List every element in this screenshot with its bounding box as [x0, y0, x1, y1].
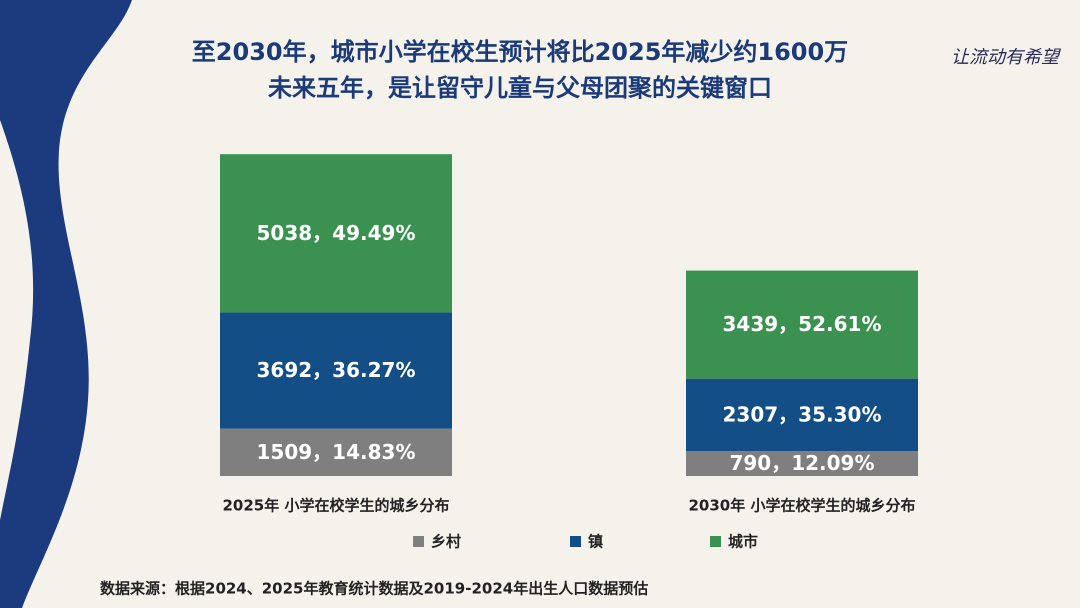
legend-swatch	[413, 536, 424, 547]
logo: 让流动有希望	[951, 47, 1062, 68]
decor-swoosh	[0, 0, 132, 608]
decor-swoosh-inner	[0, 120, 34, 520]
chart-title: 至2030年，城市小学在校生预计将比2025年减少约1600万	[192, 38, 848, 66]
bar-segment	[220, 312, 452, 429]
legend-label: 乡村	[431, 533, 461, 551]
bar-segment	[686, 451, 918, 476]
bar-segment	[220, 428, 452, 476]
data-label: 3692，36.27%	[257, 358, 416, 382]
legend-swatch	[710, 536, 721, 547]
footnote: 数据来源：根据2024、2025年教育统计数据及2019-2024年出生人口数据…	[100, 580, 648, 598]
bar-segment	[686, 378, 918, 452]
legend-label: 镇	[588, 533, 603, 551]
data-label: 3439，52.61%	[723, 312, 882, 336]
data-label: 5038，49.49%	[257, 221, 416, 245]
legend-swatch	[570, 536, 581, 547]
x-tick-label: 2025年 小学在校学生的城乡分布	[223, 497, 450, 515]
bar-segment	[686, 270, 918, 379]
x-tick-label: 2030年 小学在校学生的城乡分布	[689, 497, 916, 515]
data-label: 2307，35.30%	[723, 402, 882, 426]
chart-subtitle: 未来五年，是让留守儿童与父母团聚的关键窗口	[268, 74, 772, 102]
data-label: 1509，14.83%	[257, 440, 416, 464]
data-label: 790，12.09%	[729, 451, 874, 475]
legend-label: 城市	[728, 533, 758, 551]
bar-segment	[220, 154, 452, 313]
